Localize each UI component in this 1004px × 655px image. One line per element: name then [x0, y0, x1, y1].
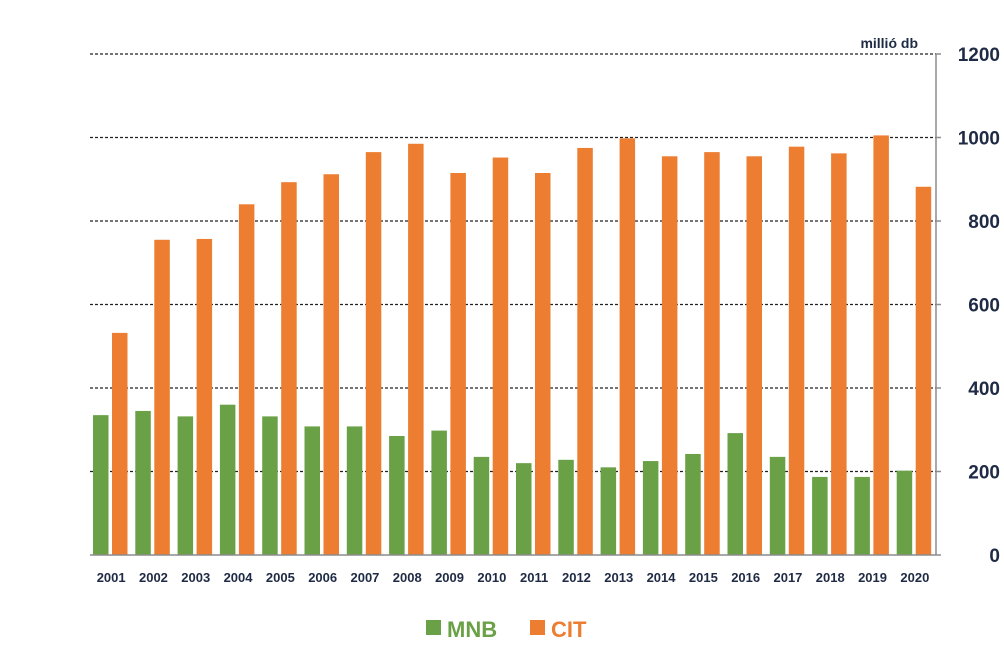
- bar-mnb-2016: [727, 433, 743, 555]
- x-tick-label-2007: 2007: [350, 570, 379, 585]
- x-tick-label-2002: 2002: [139, 570, 168, 585]
- x-tick-label-2005: 2005: [266, 570, 295, 585]
- x-tick-label-2020: 2020: [900, 570, 929, 585]
- x-tick-label-2017: 2017: [773, 570, 802, 585]
- legend-label-cit: CIT: [551, 617, 587, 642]
- bar-cit-2010: [492, 157, 509, 556]
- y-tick-label-600: 600: [968, 296, 1000, 317]
- bars: [93, 135, 932, 556]
- legend-label-mnb: MNB: [447, 617, 497, 642]
- bar-cit-2002: [154, 239, 170, 555]
- bar-cit-2013: [619, 138, 636, 555]
- bar-mnb-2002: [135, 410, 151, 555]
- bar-mnb-2009: [431, 430, 447, 555]
- x-tick-label-2018: 2018: [816, 570, 845, 585]
- x-tick-label-2004: 2004: [224, 570, 254, 585]
- bar-cit-2007: [365, 152, 382, 556]
- y-tick-label-1000: 1000: [958, 129, 1000, 150]
- bar-mnb-2017: [769, 456, 786, 555]
- bar-cit-2018: [831, 153, 847, 556]
- x-tick-label-2013: 2013: [604, 570, 633, 585]
- bar-cit-2008: [408, 143, 424, 555]
- x-tick-label-2016: 2016: [731, 570, 760, 585]
- bar-mnb-2012: [558, 459, 574, 555]
- x-tick-label-2011: 2011: [520, 570, 548, 585]
- x-tick-label-2009: 2009: [435, 570, 464, 585]
- gridlines: [90, 53, 936, 473]
- bar-mnb-2011: [516, 463, 532, 555]
- bar-mnb-2006: [304, 426, 320, 555]
- bar-cit-2019: [873, 135, 889, 555]
- bar-cit-2003: [196, 238, 213, 555]
- bar-mnb-2013: [600, 467, 617, 555]
- bar-mnb-2019: [854, 476, 870, 555]
- bar-mnb-2004: [219, 404, 236, 555]
- y-tick-label-0: 0: [989, 546, 1000, 567]
- x-tick-label-2015: 2015: [689, 570, 718, 585]
- bar-cit-2005: [281, 182, 297, 556]
- x-tick-label-2019: 2019: [858, 570, 887, 585]
- bar-mnb-2007: [346, 426, 363, 555]
- bar-mnb-2010: [473, 456, 490, 555]
- y-tick-label-800: 800: [968, 212, 1000, 233]
- bar-cit-2012: [577, 147, 593, 555]
- legend-swatch-mnb: [426, 620, 441, 635]
- x-tick-label-2003: 2003: [181, 570, 210, 585]
- bar-cit-2009: [450, 172, 466, 556]
- bar-cit-2015: [704, 152, 720, 556]
- bar-mnb-2001: [93, 415, 109, 555]
- y-tick-label-400: 400: [968, 379, 1000, 400]
- x-tick-label-2006: 2006: [308, 570, 337, 585]
- bar-cit-2011: [535, 172, 551, 556]
- bar-mnb-2003: [177, 416, 194, 555]
- bar-cit-2006: [323, 174, 339, 556]
- y-axis-ticks: 0 200 400 600 800 1000 1200: [936, 45, 1000, 567]
- x-tick-label-2014: 2014: [647, 570, 677, 585]
- x-tick-label-2001: 2001: [97, 570, 126, 585]
- x-tick-label-2010: 2010: [477, 570, 506, 585]
- bar-mnb-2018: [812, 476, 828, 555]
- bar-mnb-2005: [262, 416, 278, 555]
- bar-cit-2020: [915, 186, 932, 555]
- bar-cit-2017: [788, 146, 805, 555]
- bar-cit-2014: [661, 156, 678, 555]
- y-tick-label-200: 200: [968, 463, 1000, 484]
- legend: MNB CIT: [426, 617, 587, 642]
- bar-cit-2001: [112, 332, 128, 555]
- x-axis-ticks: 2001 2002 2003 2004 2005 2006 2007 2008 2009 2010…: [97, 570, 930, 585]
- legend-swatch-cit: [530, 620, 545, 635]
- y-tick-label-1200: 1200: [958, 45, 1000, 66]
- bar-mnb-2008: [389, 436, 405, 555]
- unit-label: millió db: [860, 35, 918, 51]
- bar-cit-2004: [238, 204, 255, 556]
- x-tick-label-2012: 2012: [562, 570, 591, 585]
- x-tick-label-2008: 2008: [393, 570, 422, 585]
- bar-cit-2016: [746, 156, 762, 555]
- bar-mnb-2020: [896, 470, 913, 555]
- bar-mnb-2014: [642, 461, 659, 555]
- bar-mnb-2015: [685, 453, 701, 555]
